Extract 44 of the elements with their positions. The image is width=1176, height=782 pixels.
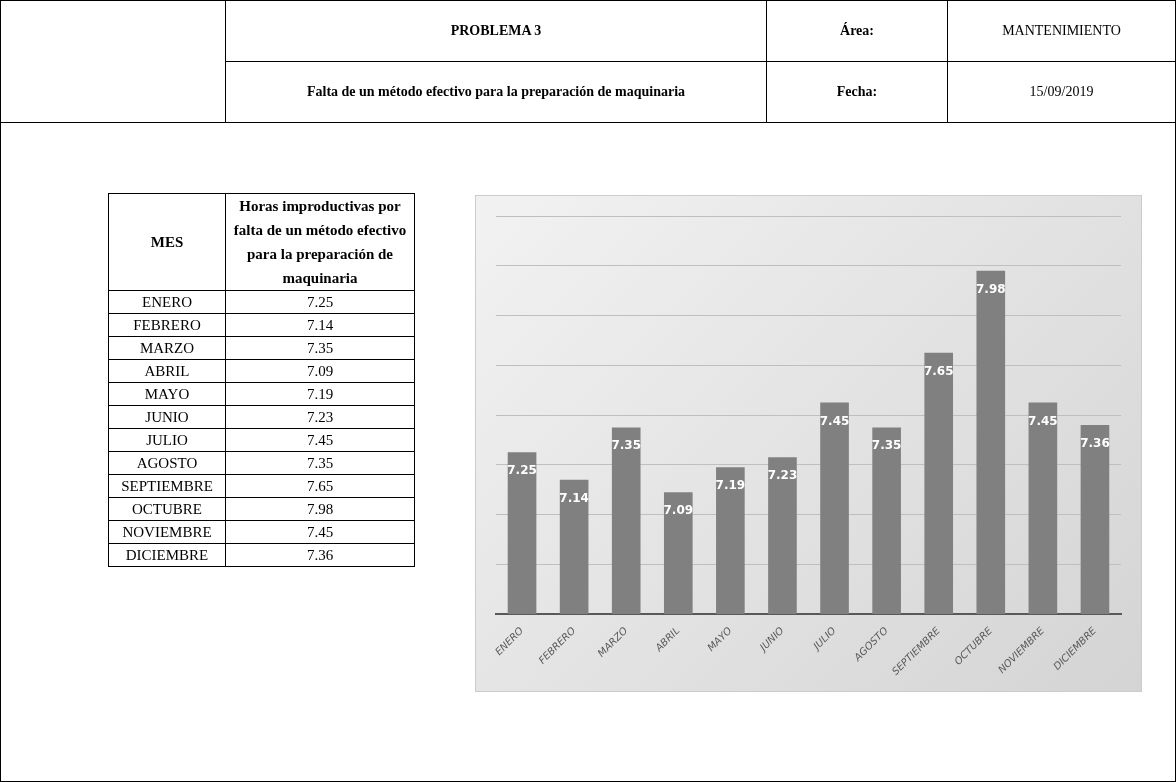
text: Horas improductivas por falta de un método efectivo para la preparación de maquinaria <box>225 193 415 291</box>
category-label: ABRIL <box>108 359 226 383</box>
data-label: 7.45 <box>225 520 415 544</box>
data-label: 7.09 <box>663 503 694 518</box>
category-label: DICIEMBRE <box>108 543 226 567</box>
category-label: NOVIEMBRE <box>108 520 226 544</box>
data-label: 7.09 <box>225 359 415 383</box>
category-label: JUNIO <box>108 405 226 429</box>
data-label: 7.65 <box>923 363 954 378</box>
data-label: 7.45 <box>225 428 415 452</box>
category-label: MAYO <box>108 382 226 406</box>
data-label: 7.35 <box>225 336 415 360</box>
category-label: SEPTIEMBRE <box>108 474 226 498</box>
data-label: 7.23 <box>225 405 415 429</box>
data-label: 7.45 <box>819 413 850 428</box>
data-label: 7.35 <box>225 451 415 475</box>
data-label: 7.45 <box>1028 413 1058 428</box>
text: Fecha: <box>766 61 948 123</box>
data-label: 7.98 <box>975 281 1006 296</box>
data-label: 7.36 <box>1080 436 1110 450</box>
data-label: 7.65 <box>225 474 415 498</box>
text: Falta de un método efectivo para la preparación de maquinaria <box>225 61 767 123</box>
text: MES <box>108 193 226 291</box>
data-label: 7.98 <box>225 497 415 521</box>
category-label: OCTUBRE <box>108 497 226 521</box>
text: PROBLEMA 3 <box>225 0 767 62</box>
text: Área: <box>766 0 948 62</box>
category-label: MARZO <box>108 336 226 360</box>
data-label: 7.19 <box>225 382 415 406</box>
data-label: 7.23 <box>767 468 798 483</box>
text: 15/09/2019 <box>947 61 1176 123</box>
data-label: 7.36 <box>225 543 415 567</box>
category-label: JULIO <box>108 428 226 452</box>
category-label: FEBRERO <box>108 313 226 337</box>
data-label: 7.35 <box>611 438 642 453</box>
text: MANTENIMIENTO <box>947 0 1176 62</box>
data-label: 7.14 <box>559 490 589 505</box>
data-label: 7.35 <box>871 438 902 453</box>
data-label: 7.25 <box>507 463 537 478</box>
category-label: ENERO <box>108 290 226 314</box>
data-label: 7.25 <box>225 290 415 314</box>
data-label: 7.14 <box>225 313 415 337</box>
category-label: AGOSTO <box>108 451 226 475</box>
data-label: 7.19 <box>715 478 746 493</box>
